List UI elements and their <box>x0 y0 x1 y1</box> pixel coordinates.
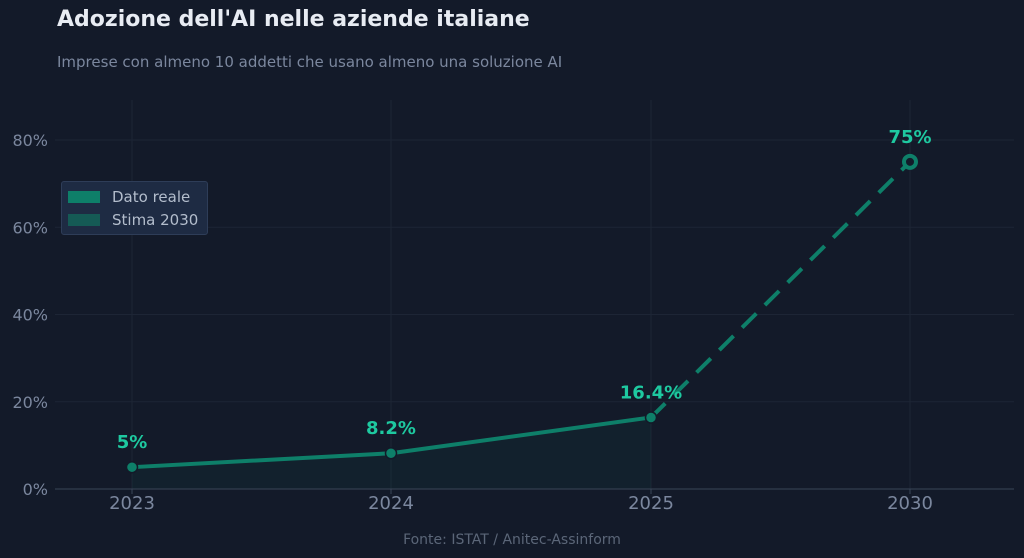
data-point-estimate <box>902 153 918 170</box>
data-label: 5% <box>117 432 148 453</box>
legend-swatch-actual <box>68 191 100 203</box>
data-point-actual <box>125 460 139 474</box>
legend-item-estimate: Stima 2030 <box>68 210 198 230</box>
data-point-actual <box>384 446 398 460</box>
source-note: Fonte: ISTAT / Anitec-Assinform <box>403 532 621 548</box>
x-tick-label: 2024 <box>368 493 414 514</box>
legend-label-estimate: Stima 2030 <box>112 211 199 229</box>
y-tick-label: 0% <box>23 480 48 499</box>
chart-subtitle: Imprese con almeno 10 addetti che usano … <box>57 53 563 71</box>
x-tick-label: 2030 <box>887 493 933 514</box>
legend-item-actual: Dato reale <box>68 187 190 207</box>
y-tick-label: 60% <box>12 218 48 237</box>
x-tick-label: 2025 <box>628 493 674 514</box>
y-tick-label: 40% <box>12 306 48 325</box>
legend-swatch-estimate <box>68 214 100 226</box>
legend-label-actual: Dato reale <box>112 188 191 206</box>
data-label: 75% <box>888 127 931 148</box>
x-tick-label: 2023 <box>109 493 155 514</box>
data-label: 8.2% <box>366 418 416 439</box>
legend: Dato reale Stima 2030 <box>61 181 208 235</box>
data-label: 16.4% <box>620 382 682 403</box>
y-tick-label: 80% <box>12 131 48 150</box>
y-tick-label: 20% <box>12 393 48 412</box>
chart-title: Adozione dell'AI nelle aziende italiane <box>57 7 530 32</box>
data-point-actual <box>644 411 658 424</box>
series-line-estimate <box>649 160 912 419</box>
